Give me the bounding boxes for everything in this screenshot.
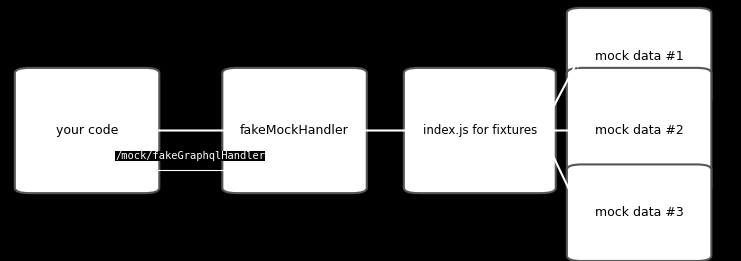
Text: fakeMockHandler: fakeMockHandler bbox=[240, 124, 349, 137]
Text: mock data #2: mock data #2 bbox=[595, 124, 683, 137]
Text: your code: your code bbox=[56, 124, 119, 137]
FancyBboxPatch shape bbox=[222, 68, 367, 193]
FancyBboxPatch shape bbox=[567, 8, 711, 104]
Text: mock data #3: mock data #3 bbox=[595, 206, 683, 219]
Text: /mock/fakeGraphqlHandler: /mock/fakeGraphqlHandler bbox=[115, 151, 265, 161]
Text: index.js for fixtures: index.js for fixtures bbox=[422, 124, 537, 137]
FancyBboxPatch shape bbox=[567, 164, 711, 261]
FancyBboxPatch shape bbox=[404, 68, 556, 193]
FancyBboxPatch shape bbox=[567, 68, 711, 193]
FancyBboxPatch shape bbox=[15, 68, 159, 193]
Text: mock data #1: mock data #1 bbox=[595, 50, 683, 63]
